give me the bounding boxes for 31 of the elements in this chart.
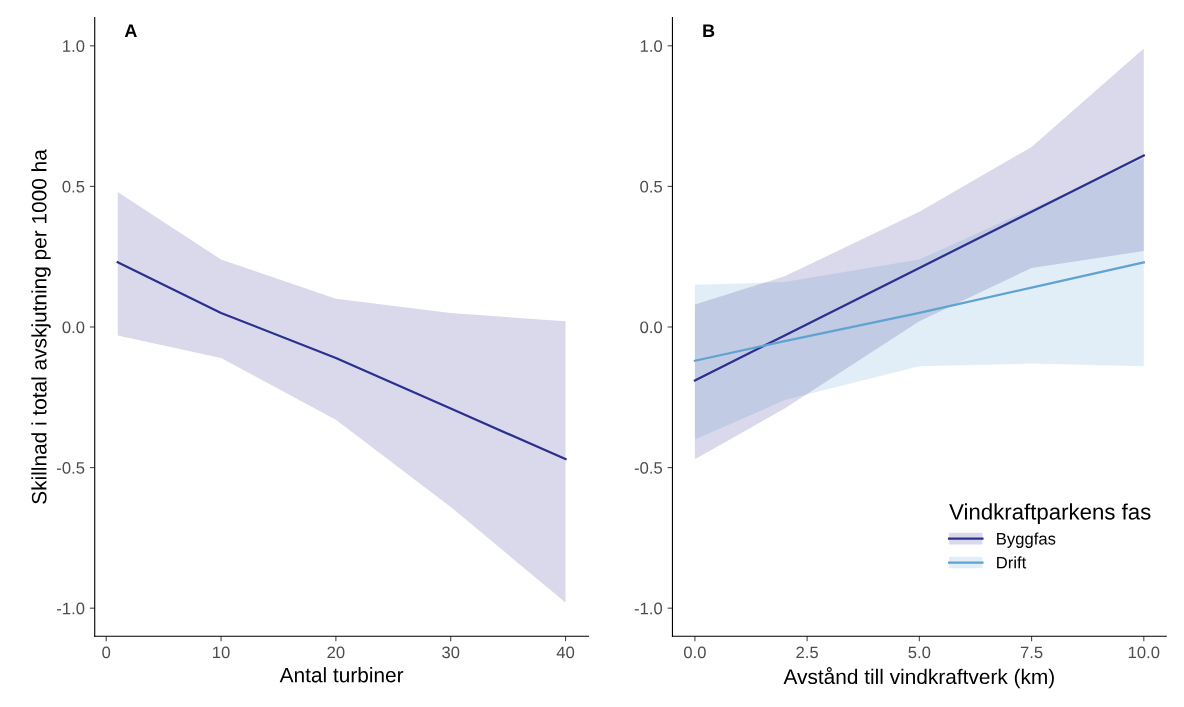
y-tick-label: -1.0 xyxy=(57,602,85,615)
x-tick-label: 5.0 xyxy=(908,646,931,659)
y-tick-label: 0.0 xyxy=(640,321,663,334)
x-axis-title: Antal turbiner xyxy=(279,667,404,683)
x-tick-label: 30 xyxy=(442,646,460,659)
x-tick-label: 0 xyxy=(102,646,111,659)
y-tick-label: 1.0 xyxy=(63,40,85,52)
legend-label: Byggfas xyxy=(997,532,1056,548)
y-tick-label: 0.0 xyxy=(62,321,85,334)
y-tick-label: -0.5 xyxy=(57,461,85,474)
legend-title: Vindkraftparkens fas xyxy=(949,503,1151,525)
y-tick-label: 1.0 xyxy=(640,40,663,52)
line-series xyxy=(693,154,1145,382)
y-axis-title: Skillnad i total avskjutning per 1000 ha xyxy=(31,149,51,504)
x-tick-label: 0.0 xyxy=(683,646,706,659)
x-tick-label: 2.5 xyxy=(796,646,819,659)
legend-label: Drift xyxy=(997,556,1027,569)
chart-title: A xyxy=(124,24,137,37)
x-tick-label: 20 xyxy=(327,646,345,659)
x-tick-label: 40 xyxy=(556,646,575,659)
line-series xyxy=(693,261,1145,362)
x-tick-label: 10 xyxy=(213,646,230,659)
y-tick-label: -1.0 xyxy=(634,602,663,615)
y-tick-label: -0.5 xyxy=(634,461,663,474)
y-tick-label: 0.5 xyxy=(640,180,663,193)
x-axis-title: Avstånd till vindkraftverk (km) xyxy=(783,667,1054,689)
chart-title: B xyxy=(703,24,715,37)
y-tick-label: 0.5 xyxy=(62,180,85,193)
x-tick-label: 7.5 xyxy=(1020,646,1043,659)
line-series xyxy=(116,261,567,461)
x-tick-label: 10.0 xyxy=(1128,646,1160,659)
